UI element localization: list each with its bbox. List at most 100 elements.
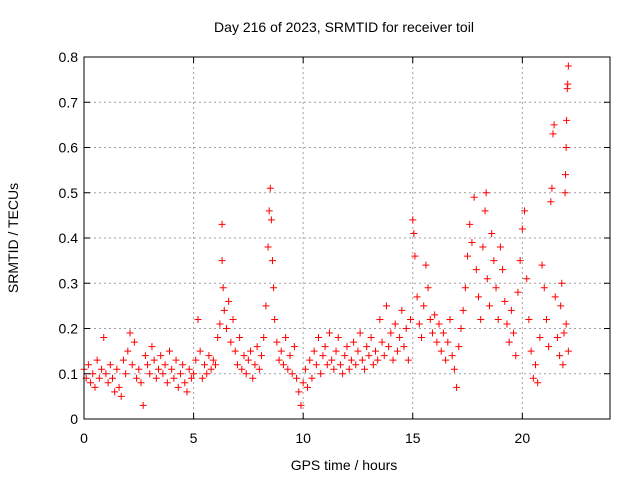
data-point [525, 315, 533, 323]
data-point [501, 297, 509, 305]
data-point [354, 347, 362, 355]
data-point [165, 347, 173, 355]
data-point [212, 361, 219, 369]
data-point [400, 343, 408, 351]
data-point [466, 220, 474, 228]
data-point [548, 184, 556, 192]
data-point [181, 379, 189, 387]
data-point [411, 252, 419, 260]
data-point [358, 356, 366, 364]
data-point [488, 229, 496, 237]
data-point [308, 374, 316, 382]
data-point [424, 284, 432, 292]
data-point [380, 352, 388, 360]
data-point [531, 361, 539, 369]
data-point [332, 347, 340, 355]
data-point [551, 293, 559, 301]
x-tick-label: 0 [80, 430, 88, 446]
data-point [369, 361, 377, 369]
data-point [225, 297, 233, 305]
data-point [371, 347, 379, 355]
data-point [464, 252, 472, 260]
data-point [161, 361, 169, 369]
data-point [470, 193, 478, 201]
data-point [538, 261, 546, 269]
data-point [391, 320, 399, 328]
data-point [144, 361, 152, 369]
data-point [396, 334, 404, 342]
data-point [435, 320, 443, 328]
data-point [262, 302, 270, 310]
data-point [172, 356, 180, 364]
data-point [106, 361, 114, 369]
data-point [124, 347, 132, 355]
data-point [152, 374, 160, 382]
data-point [422, 261, 430, 269]
data-point [453, 383, 461, 391]
data-point [330, 365, 338, 373]
data-point [428, 329, 436, 337]
y-tick-label: 0.6 [59, 140, 79, 156]
data-point [111, 388, 119, 396]
data-point [527, 347, 535, 355]
data-point [295, 388, 303, 396]
data-point [155, 365, 163, 373]
data-point [479, 243, 487, 251]
data-point [562, 171, 570, 179]
data-point [312, 361, 320, 369]
data-point [426, 315, 434, 323]
data-point [159, 370, 167, 378]
data-point [439, 329, 447, 337]
data-point [442, 356, 450, 364]
y-tick-label: 0.2 [59, 321, 79, 337]
data-point [218, 220, 226, 228]
data-point [352, 361, 360, 369]
data-point [84, 361, 92, 369]
y-tick-label: 0.1 [59, 366, 79, 382]
data-point [559, 361, 567, 369]
data-point [455, 343, 463, 351]
data-point [168, 365, 176, 373]
data-point [277, 347, 285, 355]
data-point [266, 184, 274, 192]
data-point [150, 356, 158, 364]
data-point [505, 338, 513, 346]
data-point [514, 288, 522, 296]
data-point [433, 338, 441, 346]
data-point [176, 370, 184, 378]
data-point [310, 347, 318, 355]
data-point [475, 293, 482, 301]
data-point [231, 347, 239, 355]
data-point [448, 352, 456, 360]
data-point [247, 347, 255, 355]
data-point [347, 356, 355, 364]
data-point [363, 343, 371, 351]
data-point [550, 121, 558, 129]
data-point [190, 370, 198, 378]
data-point [437, 347, 445, 355]
data-point [328, 356, 336, 364]
data-point [102, 370, 110, 378]
data-point [130, 338, 138, 346]
data-point [323, 361, 331, 369]
data-point [457, 325, 465, 332]
data-point [218, 257, 226, 265]
data-point [518, 225, 526, 233]
y-tick-label: 0.7 [59, 94, 79, 110]
y-axis-label: SRMTID / TECUs [5, 183, 21, 293]
data-point [108, 374, 116, 382]
data-point [196, 347, 204, 355]
data-point [104, 379, 112, 387]
data-point [122, 370, 130, 378]
data-point [137, 379, 145, 387]
data-point [290, 343, 298, 351]
data-point [100, 334, 108, 342]
data-point [157, 352, 165, 360]
data-point [185, 365, 193, 373]
data-point [183, 388, 191, 396]
y-tick-label: 0.4 [59, 230, 79, 246]
data-point [564, 80, 572, 88]
data-point [146, 370, 154, 378]
data-point [148, 343, 156, 351]
data-point [244, 356, 252, 364]
